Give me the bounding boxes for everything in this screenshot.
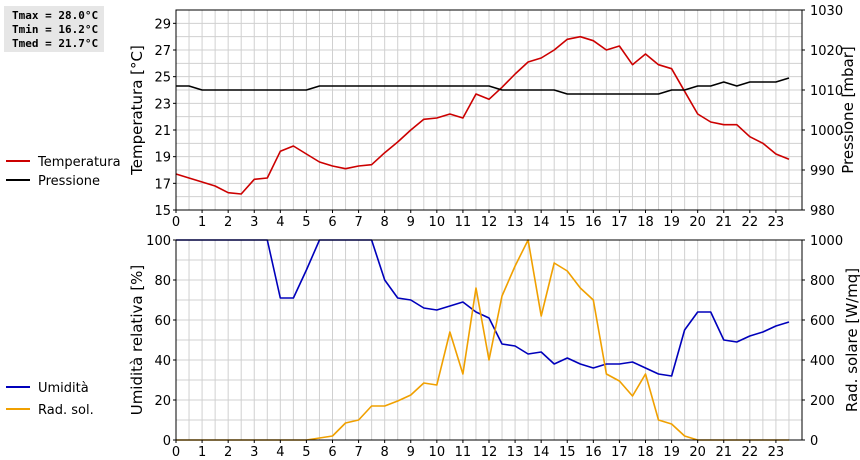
y-tick-label: 80 — [154, 274, 171, 289]
y-axis-label: Temperatura [°C] — [128, 45, 146, 176]
y2-tick-label: 1010 — [810, 84, 843, 99]
y-axis-label: Umidità relativa [%] — [128, 265, 146, 416]
x-tick-label: 21 — [715, 215, 732, 230]
y-tick-label: 21 — [154, 124, 171, 139]
x-tick-label: 12 — [481, 215, 498, 230]
x-tick-label: 12 — [481, 445, 498, 460]
y2-axis-label: Rad. solare [W/mq] — [843, 268, 860, 412]
stats-box: Tmax = 28.0°C Tmin = 16.2°C Tmed = 21.7°… — [4, 6, 104, 52]
y2-tick-label: 1000 — [810, 124, 843, 139]
x-tick-label: 23 — [768, 445, 785, 460]
x-tick-label: 16 — [585, 215, 602, 230]
x-tick-label: 17 — [611, 215, 628, 230]
x-tick-label: 7 — [354, 445, 362, 460]
x-tick-label: 3 — [250, 445, 258, 460]
series-line-primary — [175, 35, 790, 195]
x-tick-label: 10 — [429, 215, 446, 230]
legend-label: Umidità — [38, 381, 89, 396]
y-tick-label: 27 — [154, 44, 171, 59]
x-tick-label: 15 — [559, 215, 576, 230]
legend-label: Rad. sol. — [38, 403, 94, 418]
x-tick-label: 0 — [172, 445, 180, 460]
x-tick-label: 14 — [533, 215, 550, 230]
legend-label: Temperatura — [37, 155, 121, 170]
x-tick-label: 0 — [172, 215, 180, 230]
x-tick-label: 4 — [276, 215, 284, 230]
y2-tick-label: 1020 — [810, 44, 843, 59]
x-tick-label: 1 — [198, 215, 206, 230]
y2-tick-label: 800 — [810, 274, 835, 289]
x-tick-label: 20 — [689, 215, 706, 230]
y2-tick-label: 1030 — [810, 4, 843, 19]
x-tick-label: 21 — [715, 445, 732, 460]
y-tick-label: 60 — [154, 314, 171, 329]
y-tick-label: 40 — [154, 354, 171, 369]
x-tick-label: 6 — [328, 445, 336, 460]
y2-tick-label: 600 — [810, 314, 835, 329]
y-tick-label: 17 — [154, 177, 171, 192]
y-tick-label: 15 — [154, 204, 171, 219]
x-tick-label: 13 — [507, 445, 524, 460]
chart-panel-2: 0 1 2 3 4 5 6 7 8 9 10 11 12 13 14 15 16 17 18 19 20 21 22 2302… — [6, 234, 860, 460]
x-tick-label: 3 — [250, 215, 258, 230]
x-tick-label: 22 — [742, 445, 759, 460]
x-tick-label: 6 — [328, 215, 336, 230]
tmax-text: Tmax = 28.0°C — [12, 9, 99, 22]
y-tick-label: 20 — [154, 394, 171, 409]
x-tick-label: 13 — [507, 215, 524, 230]
y2-tick-label: 1000 — [810, 234, 843, 249]
y-tick-label: 23 — [154, 97, 171, 112]
y-tick-label: 100 — [146, 234, 171, 249]
x-tick-label: 23 — [768, 215, 785, 230]
tmin-text: Tmin = 16.2°C — [12, 23, 99, 36]
y2-tick-label: 200 — [810, 394, 835, 409]
x-tick-label: 11 — [455, 445, 472, 460]
x-tick-label: 5 — [302, 215, 310, 230]
x-tick-label: 19 — [663, 445, 680, 460]
x-tick-label: 19 — [663, 215, 680, 230]
x-tick-label: 17 — [611, 445, 628, 460]
x-tick-label: 22 — [742, 215, 759, 230]
y2-axis-label: Pressione [mbar] — [839, 46, 857, 174]
x-tick-label: 2 — [224, 445, 232, 460]
x-tick-label: 7 — [354, 215, 362, 230]
x-tick-label: 9 — [407, 445, 415, 460]
x-tick-label: 5 — [302, 445, 310, 460]
x-tick-label: 20 — [689, 445, 706, 460]
y-tick-label: 25 — [154, 71, 171, 86]
x-tick-label: 14 — [533, 445, 550, 460]
x-tick-label: 8 — [381, 215, 389, 230]
x-tick-label: 10 — [429, 445, 446, 460]
x-tick-label: 16 — [585, 445, 602, 460]
x-tick-label: 9 — [407, 215, 415, 230]
x-tick-label: 8 — [381, 445, 389, 460]
y2-tick-label: 980 — [810, 204, 835, 219]
x-tick-label: 2 — [224, 215, 232, 230]
y-tick-label: 0 — [163, 434, 171, 449]
y2-tick-label: 400 — [810, 354, 835, 369]
y2-tick-label: 990 — [810, 164, 835, 179]
y2-tick-label: 0 — [810, 434, 818, 449]
tmed-text: Tmed = 21.7°C — [12, 37, 99, 50]
x-tick-label: 4 — [276, 445, 284, 460]
chart-panel-1: 0 1 2 3 4 5 6 7 8 9 10 11 12 13 14 15 16 17 18 19 20 21 22 2315… — [6, 4, 857, 230]
y-tick-label: 19 — [154, 151, 171, 166]
x-tick-label: 18 — [637, 445, 654, 460]
x-tick-label: 1 — [198, 445, 206, 460]
legend-label: Pressione — [38, 174, 100, 189]
x-tick-label: 15 — [559, 445, 576, 460]
series-line-primary — [176, 239, 790, 377]
y-tick-label: 29 — [154, 17, 171, 32]
x-tick-label: 18 — [637, 215, 654, 230]
series-line-secondary — [176, 77, 790, 95]
x-tick-label: 11 — [455, 215, 472, 230]
